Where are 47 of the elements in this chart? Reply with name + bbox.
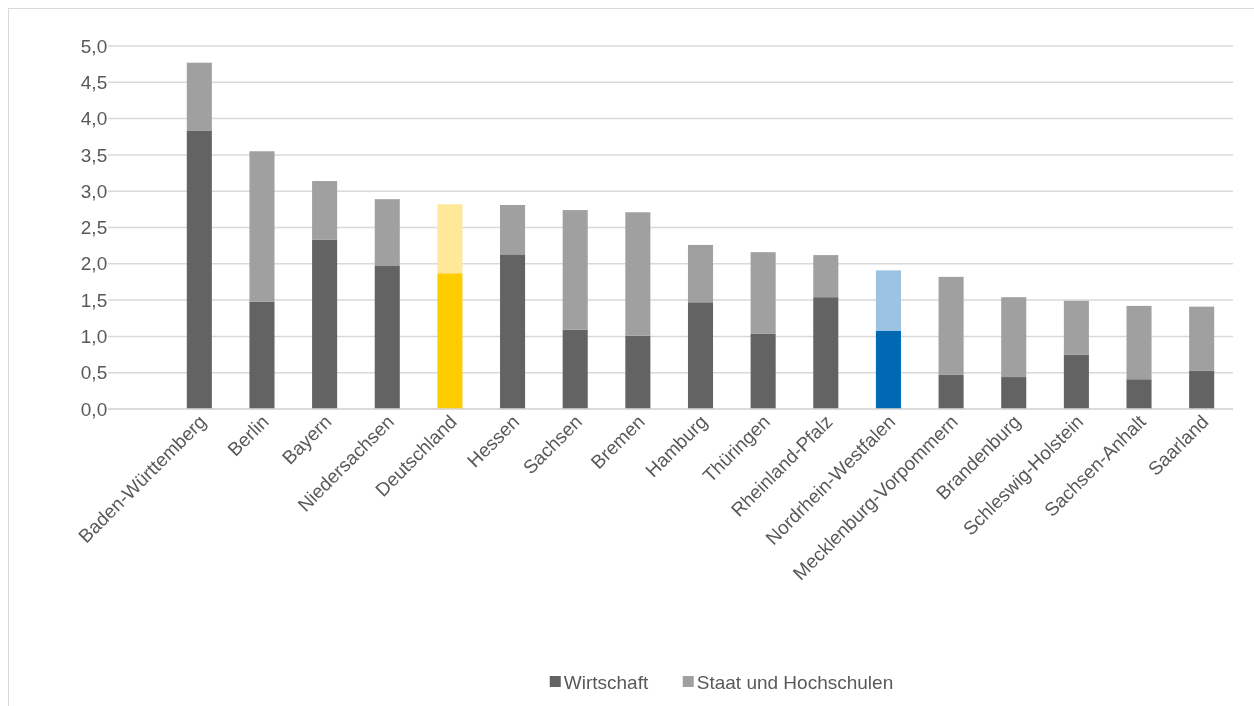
y-tick-label: 0,0: [80, 398, 108, 420]
bar: [1063, 300, 1089, 355]
bar: [186, 62, 212, 131]
bar: [813, 255, 839, 298]
y-tick-label: 5,0: [80, 35, 108, 57]
bar: [625, 212, 651, 336]
bar: [875, 270, 901, 331]
y-tick-label: 0,5: [80, 362, 108, 384]
bar: [1189, 306, 1215, 371]
y-tick-label: 2,0: [80, 253, 108, 275]
bar: [500, 204, 526, 255]
y-tick-label: 1,0: [80, 326, 108, 348]
bar: [1001, 297, 1027, 378]
y-tick-label: 3,0: [80, 180, 108, 202]
bar: [249, 151, 275, 302]
y-tick-label: 4,5: [80, 71, 108, 93]
bar: [750, 252, 776, 334]
bar: [500, 254, 526, 409]
bar: [437, 273, 463, 409]
bar: [938, 276, 964, 375]
y-tick-label: 4,0: [80, 108, 108, 130]
bar: [562, 329, 588, 409]
y-tick-label: 3,5: [80, 144, 108, 166]
bar: [687, 244, 714, 303]
bar: [312, 239, 338, 409]
bar: [1189, 370, 1215, 409]
bar: [562, 210, 588, 330]
bar: [374, 199, 400, 266]
bar: [1126, 379, 1152, 409]
bar: [312, 181, 338, 240]
bar: [186, 130, 212, 409]
bar: [1063, 354, 1089, 409]
bar: [437, 204, 463, 274]
bar: [1126, 305, 1152, 380]
legend-label: Staat und Hochschulen: [696, 671, 894, 693]
bar: [625, 335, 651, 409]
bar: [374, 265, 400, 409]
bar: [687, 302, 714, 409]
bar: [1001, 377, 1027, 409]
bar: [813, 297, 839, 409]
bar: [938, 374, 964, 409]
y-tick-label: 1,5: [80, 289, 108, 311]
bar: [875, 330, 901, 409]
y-tick-label: 2,5: [80, 217, 108, 239]
bar: [249, 301, 275, 409]
bar: [750, 333, 776, 409]
legend-label: Wirtschaft: [563, 671, 649, 693]
